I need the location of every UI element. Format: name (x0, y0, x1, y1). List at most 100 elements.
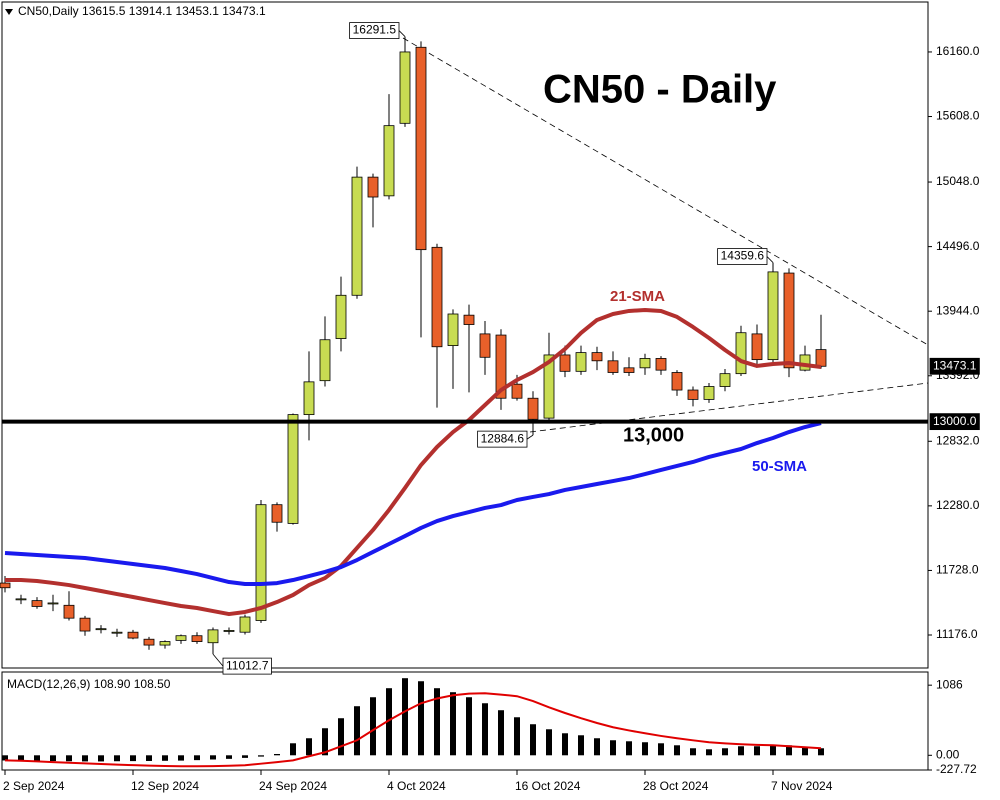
macd-bar (610, 740, 616, 756)
macd-bar (66, 755, 72, 762)
candle-body (271, 504, 283, 523)
macd-bar (674, 745, 680, 756)
candle-body (255, 504, 267, 621)
chart-title: CN50 - Daily (543, 68, 777, 112)
candle-body (463, 314, 475, 325)
candle-body (527, 397, 539, 420)
trendline (402, 37, 929, 346)
y-tick-label: 12832.0 (936, 433, 980, 447)
macd-bar (514, 717, 520, 756)
candle-body (815, 349, 827, 367)
candle-body (31, 600, 43, 607)
candle-body (543, 354, 555, 419)
x-tick-label: 4 Oct 2024 (387, 779, 446, 793)
candle-body (399, 51, 411, 124)
macd-bar (338, 718, 344, 756)
macd-bar (818, 748, 824, 756)
macd-bar (642, 742, 648, 756)
x-tick-label: 28 Oct 2024 (643, 779, 709, 793)
candle-body (111, 631, 123, 634)
candle-body (639, 358, 651, 369)
extreme-label: 14359.6 (721, 249, 765, 263)
candle-body (287, 414, 299, 524)
y-tick-label: 14496.0 (936, 239, 980, 253)
candle-body (607, 360, 619, 373)
y-tick-label: 12280.0 (936, 498, 980, 512)
candle-body (239, 616, 251, 633)
x-tick-label: 24 Sep 2024 (259, 779, 327, 793)
menu-arrow (5, 9, 13, 15)
extreme-label: 16291.5 (353, 23, 397, 37)
candle-body (447, 313, 459, 346)
candle-body (367, 176, 379, 198)
macd-bar (498, 710, 504, 756)
macd-bar (546, 729, 552, 756)
macd-bar (594, 738, 600, 756)
macd-bar (34, 755, 40, 761)
macd-bar (306, 738, 312, 756)
macd-bar (274, 754, 280, 756)
candle-body (191, 635, 203, 642)
trendline (529, 382, 929, 433)
x-tick-label: 16 Oct 2024 (515, 779, 581, 793)
macd-bar (770, 745, 776, 756)
macd-bar (2, 755, 8, 761)
macd-bar (146, 755, 152, 761)
header: CN50,Daily 13615.5 13914.1 13453.1 13473… (18, 4, 266, 18)
macd-bar (418, 681, 424, 756)
candle-body (175, 635, 187, 641)
extreme-pointer (526, 434, 534, 440)
symbol: CN50,Daily (18, 4, 79, 18)
quote: 13615.5 (82, 4, 126, 18)
candle-body (335, 294, 347, 339)
candle-body (687, 389, 699, 400)
quote: 13453.1 (176, 4, 220, 18)
macd-bar (210, 755, 216, 760)
candle-body (143, 638, 155, 646)
macd-bar (754, 746, 760, 756)
candle-body (735, 332, 747, 375)
candle-body (479, 333, 491, 358)
macd-bar (738, 746, 744, 756)
extreme-pointer (212, 653, 224, 667)
macd-bar (626, 741, 632, 756)
macd-bar (82, 755, 88, 762)
sma-line (5, 308, 822, 617)
candle-body (495, 334, 507, 399)
macd-bar (162, 755, 168, 761)
macd-bar (370, 697, 376, 756)
candle-body (655, 358, 667, 371)
macd-bar (242, 755, 248, 758)
candle-body (559, 354, 571, 372)
y-tick-label: 15608.0 (936, 109, 980, 123)
candle-body (783, 272, 795, 369)
candle-body (0, 582, 11, 589)
quote: 13473.1 (222, 4, 266, 18)
macd-bar (178, 755, 184, 761)
macd-bar (402, 678, 408, 756)
level-label: 13000.0 (933, 414, 977, 428)
macd-bar (386, 688, 392, 756)
candle-body (719, 373, 731, 387)
x-tick-label: 2 Sep 2024 (3, 779, 65, 793)
candle-body (47, 602, 59, 605)
x-tick-label: 12 Sep 2024 (131, 779, 199, 793)
y-tick-label: 13944.0 (936, 303, 980, 317)
candle-body (95, 628, 107, 631)
candle-body (159, 641, 171, 646)
extreme-label: 11012.7 (226, 658, 269, 672)
candle-body (15, 598, 27, 601)
candle-body (207, 629, 219, 644)
signal-line (4, 692, 822, 768)
price-label: 13473.1 (933, 358, 977, 372)
macd-bar (802, 747, 808, 756)
macd-bar (194, 755, 200, 761)
macd-bar (690, 748, 696, 756)
extreme-pointer (766, 256, 774, 263)
y-tick-label: 15048.0 (936, 174, 980, 188)
macd-bar (786, 745, 792, 756)
macd-panel (1, 671, 929, 771)
macd-bar (354, 706, 360, 756)
